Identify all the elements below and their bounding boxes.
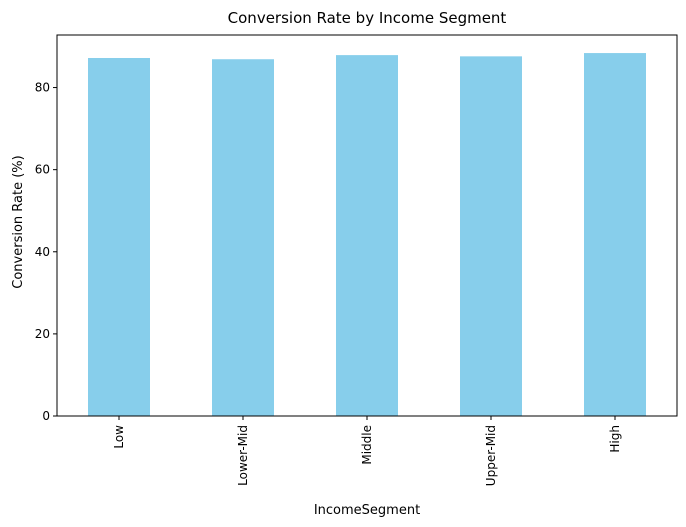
plot-frame [56,34,678,417]
bar-low [88,57,150,416]
bar-upper-mid [460,56,522,417]
y-axis: 0 20 40 60 80 [35,81,57,423]
y-tick-label: 80 [35,81,50,95]
bar-lower-mid [212,59,274,417]
bar-middle [336,55,398,416]
y-tick-label: 20 [35,327,50,341]
x-tick-label: Middle [360,425,374,465]
y-axis-label: Conversion Rate (%) [11,155,26,288]
y-tick-label: 0 [42,409,50,423]
y-tick-label: 60 [35,163,50,177]
x-tick-label: Low [112,425,126,449]
y-tick-label: 40 [35,245,50,259]
x-axis: Low Lower-Mid Middle Upper-Mid High [112,416,622,486]
bar-high [584,53,646,416]
x-tick-label: Lower-Mid [236,425,250,486]
bars-group [88,53,646,417]
x-tick-label: High [608,425,622,453]
x-tick-label: Upper-Mid [484,425,498,486]
chart-title: Conversion Rate by Income Segment [228,9,507,27]
x-axis-label: IncomeSegment [314,503,420,518]
